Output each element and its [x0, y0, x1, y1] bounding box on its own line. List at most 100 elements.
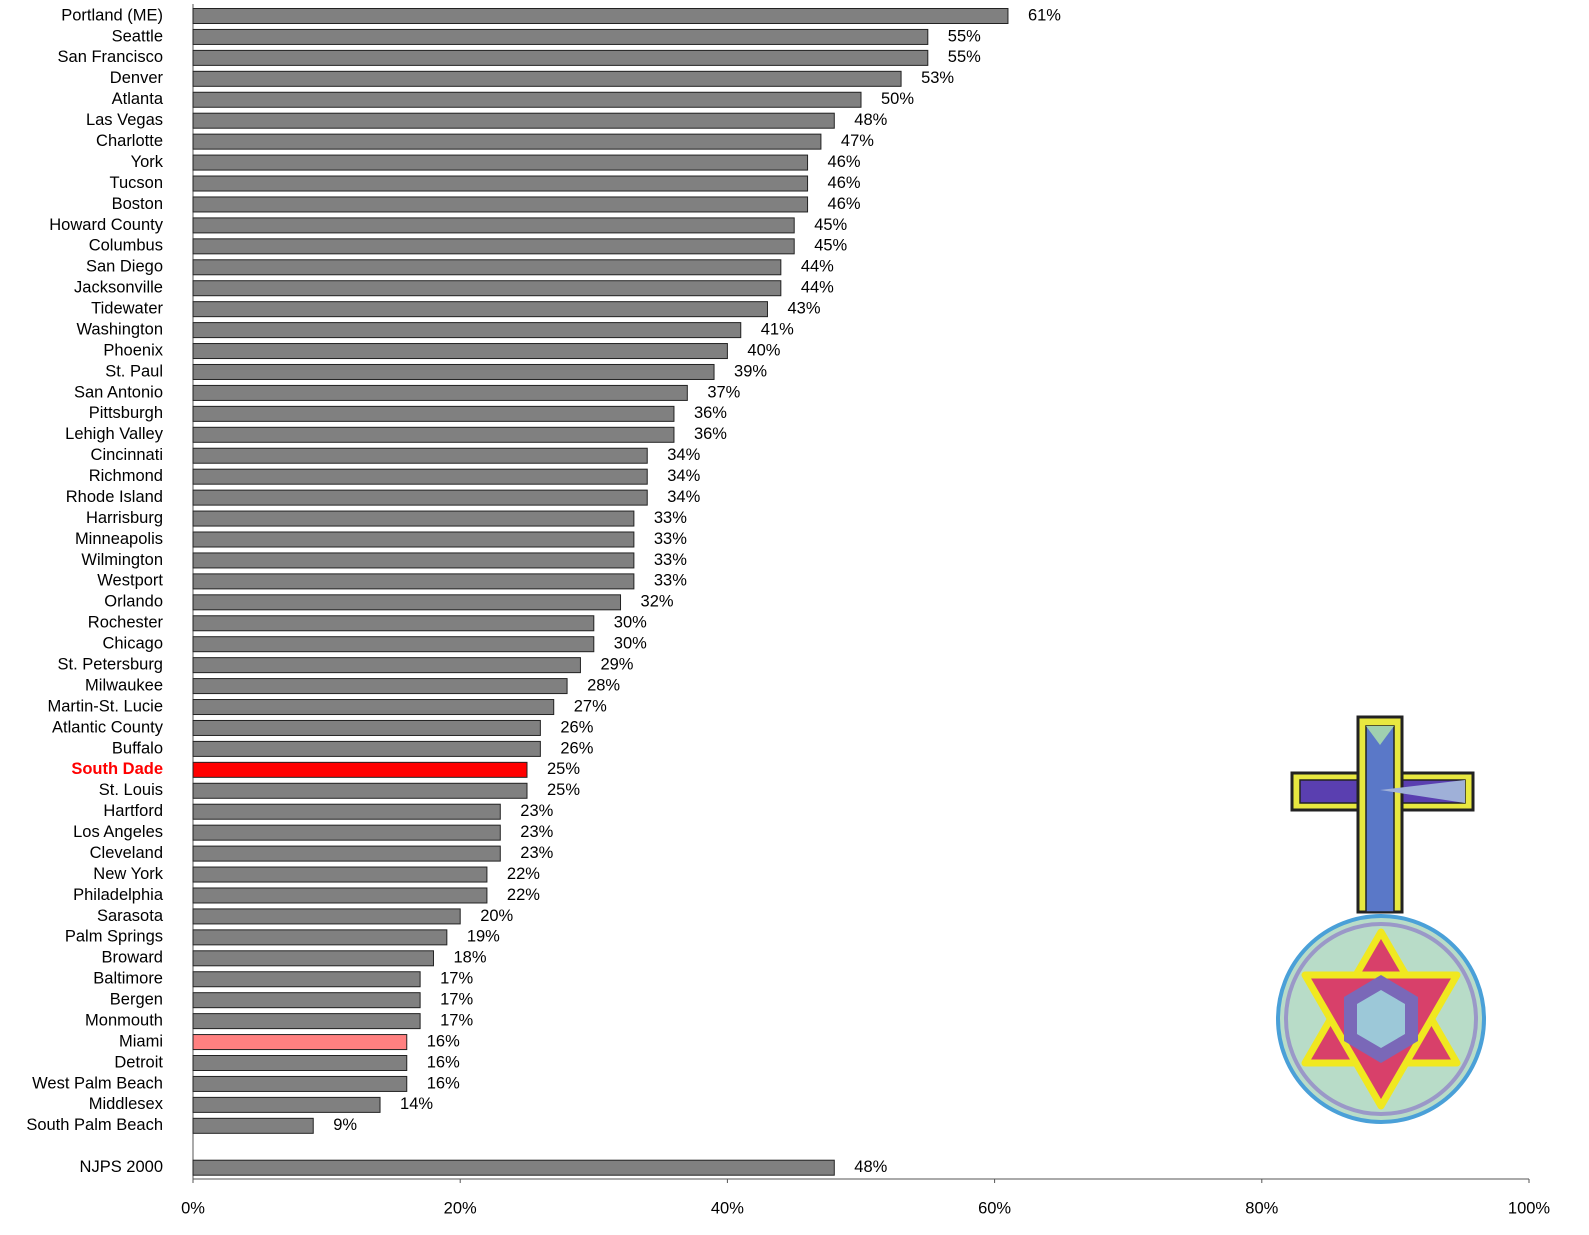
y-tick-label: Philadelphia [73, 886, 164, 904]
value-label: 36% [694, 425, 727, 443]
value-label: 17% [440, 970, 473, 988]
y-tick-label: York [131, 153, 164, 171]
y-tick-label: Atlanta [112, 90, 164, 108]
bar [192, 657, 581, 674]
bar [192, 301, 768, 318]
bar [192, 992, 421, 1009]
bar [192, 133, 822, 150]
value-label: 23% [520, 844, 553, 862]
bar [192, 1034, 408, 1051]
value-label: 20% [480, 907, 513, 925]
bar [192, 217, 795, 234]
value-label: 26% [560, 739, 593, 757]
y-tick-label: Jacksonville [74, 279, 163, 297]
y-tick-label: Portland (ME) [61, 6, 163, 24]
y-tick-label: Pittsburgh [89, 404, 163, 422]
x-tick-label: 60% [978, 1199, 1011, 1217]
bar [192, 594, 622, 611]
value-label: 22% [507, 886, 540, 904]
value-label: 9% [333, 1116, 357, 1134]
y-tick-label: Bergen [110, 991, 163, 1009]
value-label: 28% [587, 676, 620, 694]
value-label: 23% [520, 802, 553, 820]
religious-icons [1276, 715, 1486, 1124]
value-label: 17% [440, 991, 473, 1009]
bar [192, 552, 635, 569]
bar [192, 1159, 835, 1176]
y-tick-label: Columbus [89, 237, 163, 255]
bar [192, 112, 835, 129]
value-label: 45% [814, 237, 847, 255]
value-label: 40% [747, 341, 780, 359]
y-tick-label: San Antonio [74, 383, 163, 401]
value-label: 55% [948, 48, 981, 66]
bar [192, 322, 742, 339]
value-label: 39% [734, 362, 767, 380]
y-tick-label: Chicago [102, 635, 163, 653]
y-tick-label: Tucson [110, 174, 164, 192]
value-label: 43% [787, 300, 820, 318]
bar [192, 636, 595, 653]
value-label: 32% [641, 593, 674, 611]
y-tick-label: Atlantic County [52, 718, 164, 736]
value-label: 61% [1028, 6, 1061, 24]
y-tick-label: Rochester [88, 614, 164, 632]
value-label: 27% [574, 697, 607, 715]
y-tick-label: Martin-St. Lucie [47, 697, 163, 715]
bar [192, 196, 809, 213]
bar [192, 615, 595, 632]
bar [192, 761, 528, 778]
y-tick-label: Tidewater [91, 300, 163, 318]
bar [192, 782, 528, 799]
value-label: 18% [453, 949, 486, 967]
y-tick-label: Detroit [114, 1053, 163, 1071]
bar [192, 510, 635, 527]
value-label: 16% [427, 1053, 460, 1071]
x-tick-label: 20% [444, 1199, 477, 1217]
value-label: 37% [707, 383, 740, 401]
y-tick-label: Middlesex [89, 1095, 164, 1113]
value-label: 30% [614, 614, 647, 632]
bar [192, 259, 782, 276]
y-tick-label: Richmond [89, 467, 163, 485]
bar [192, 91, 862, 108]
bar [192, 405, 675, 422]
bar [192, 28, 929, 45]
bar [192, 447, 648, 464]
y-tick-label: Sarasota [97, 907, 164, 925]
bar [192, 845, 501, 862]
x-tick-label: 40% [711, 1199, 744, 1217]
bar [192, 887, 488, 904]
value-label: 30% [614, 635, 647, 653]
y-tick-label: San Francisco [58, 48, 163, 66]
value-label: 26% [560, 718, 593, 736]
y-tick-label: Orlando [104, 593, 163, 611]
bar [192, 950, 434, 967]
y-tick-label: South Palm Beach [26, 1116, 163, 1134]
y-tick-label: West Palm Beach [32, 1074, 163, 1092]
y-tick-label: Wilmington [81, 551, 163, 569]
y-tick-label: Washington [76, 320, 163, 338]
value-label: 34% [667, 467, 700, 485]
bar [192, 1117, 314, 1134]
value-label: 48% [854, 111, 887, 129]
bar [192, 489, 648, 506]
value-label: 25% [547, 781, 580, 799]
bar [192, 866, 488, 883]
value-label: 48% [854, 1158, 887, 1176]
bar [192, 1096, 381, 1113]
y-tick-label: Harrisburg [86, 509, 163, 527]
y-tick-label: Broward [102, 949, 163, 967]
y-tick-label: Baltimore [93, 970, 163, 988]
y-tick-label: Boston [112, 195, 163, 213]
value-label: 45% [814, 216, 847, 234]
bar [192, 1055, 408, 1071]
value-label: 19% [467, 928, 500, 946]
bar [192, 468, 648, 485]
y-tick-label: St. Louis [99, 781, 163, 799]
y-tick-label: South Dade [71, 760, 163, 778]
y-tick-label: Rhode Island [66, 488, 163, 506]
x-tick-label: 80% [1245, 1199, 1278, 1217]
y-tick-label: Charlotte [96, 132, 163, 150]
bar [192, 280, 782, 297]
